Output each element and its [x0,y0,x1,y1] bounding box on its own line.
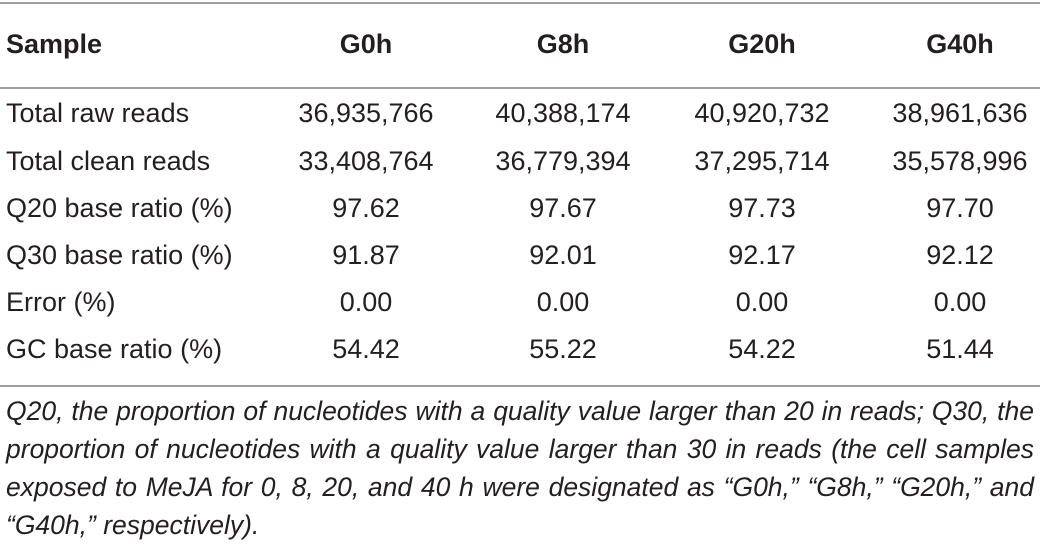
header-g8h: G8h [536,29,590,59]
cell-g40h: 92.12 [926,240,994,270]
table-bottom-rule [0,385,1040,387]
cell-g40h: 97.70 [926,193,994,223]
cell-g40h: 35,578,996 [892,146,1028,176]
cell-g8h: 97.67 [529,193,597,223]
cell-g0h: 33,408,764 [298,146,434,176]
cell-g40h: 38,961,636 [892,98,1028,128]
row-label: Error (%) [6,287,116,317]
row-label: Total clean reads [6,146,211,176]
cell-g0h: 0.00 [339,287,393,317]
cell-g8h: 36,779,394 [495,146,631,176]
table-header-rule [0,87,1040,89]
table-row: Q20 base ratio (%) 97.62 97.67 97.73 97.… [0,188,1040,228]
row-label: Total raw reads [6,98,190,128]
cell-g8h: 55.22 [529,334,597,364]
cell-g0h: 97.62 [332,193,400,223]
cell-g20h: 92.17 [728,240,796,270]
table-top-rule [0,2,1040,4]
row-label: Q30 base ratio (%) [6,240,233,270]
cell-g8h: 92.01 [529,240,597,270]
cell-g0h: 36,935,766 [298,98,434,128]
cell-g20h: 0.00 [735,287,789,317]
cell-g20h: 40,920,732 [694,98,830,128]
header-sample: Sample [6,29,103,59]
table-header-row: Sample G0h G8h G20h G40h [0,24,1040,64]
cell-g20h: 54.22 [728,334,796,364]
table-row: Q30 base ratio (%) 91.87 92.01 92.17 92.… [0,235,1040,275]
cell-g8h: 0.00 [536,287,590,317]
cell-g40h: 51.44 [926,334,994,364]
row-label: Q20 base ratio (%) [6,193,233,223]
cell-g8h: 40,388,174 [495,98,631,128]
table-row: Total raw reads 36,935,766 40,388,174 40… [0,93,1040,133]
header-g0h: G0h [339,29,393,59]
header-g20h: G20h [728,29,796,59]
header-g40h: G40h [926,29,994,59]
cell-g0h: 91.87 [332,240,400,270]
table-row: GC base ratio (%) 54.42 55.22 54.22 51.4… [0,329,1040,369]
cell-g0h: 54.42 [332,334,400,364]
cell-g20h: 97.73 [728,193,796,223]
cell-g20h: 37,295,714 [694,146,830,176]
table-row: Error (%) 0.00 0.00 0.00 0.00 [0,282,1040,322]
table-footnote: Q20, the proportion of nucleotides with … [6,396,1034,540]
cell-g40h: 0.00 [933,287,987,317]
row-label: GC base ratio (%) [6,334,223,364]
table-row: Total clean reads 33,408,764 36,779,394 … [0,141,1040,181]
